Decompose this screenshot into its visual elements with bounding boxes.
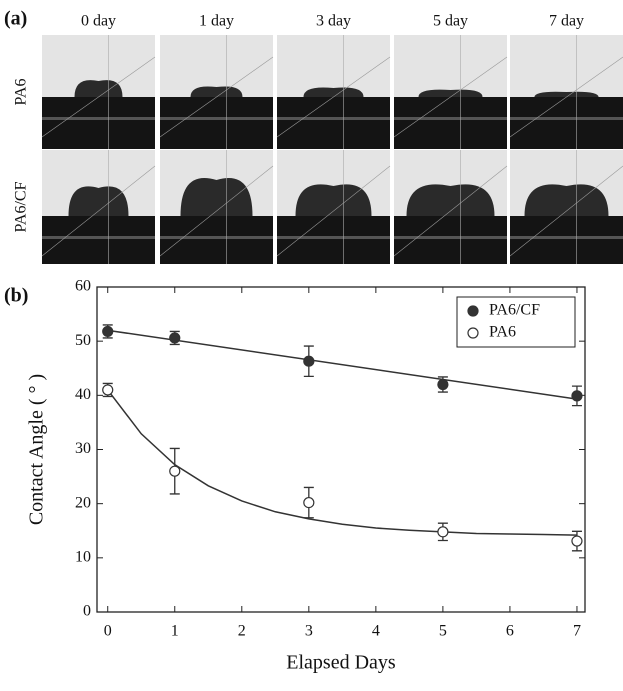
x-tick-label: 2 [238, 623, 246, 640]
column-label: 0 day [81, 13, 116, 30]
photo-band [42, 117, 155, 120]
row-label: PA6/CF [13, 181, 30, 232]
photo-band [394, 236, 507, 239]
x-tick-label: 4 [372, 623, 380, 640]
data-point [304, 498, 314, 508]
column-label: 3 day [316, 13, 351, 30]
legend-label: PA6/CF [489, 302, 540, 319]
photo-band [277, 236, 390, 239]
photo-substrate [394, 216, 507, 264]
column-label: 5 day [433, 13, 468, 30]
x-tick-label: 6 [506, 623, 514, 640]
y-tick-label: 0 [83, 603, 91, 620]
photo-band [42, 236, 155, 239]
fit-curve [108, 390, 577, 535]
photo-band [510, 236, 623, 239]
y-tick-label: 60 [75, 278, 91, 295]
photo-substrate [277, 216, 390, 264]
photo-substrate [160, 97, 273, 149]
x-tick-label: 5 [439, 623, 447, 640]
y-axis-label: Contact Angle ( ° ) [26, 374, 48, 525]
droplet [181, 178, 253, 216]
photo-band [277, 117, 390, 120]
photo-band [510, 117, 623, 120]
legend-label: PA6 [489, 324, 516, 341]
photo-substrate [510, 216, 623, 264]
droplet [304, 87, 364, 97]
photo-band [160, 236, 273, 239]
droplet [191, 86, 243, 97]
column-label: 1 day [199, 13, 234, 30]
data-point [438, 380, 448, 390]
x-tick-label: 1 [171, 623, 179, 640]
x-axis-label: Elapsed Days [286, 652, 396, 674]
x-tick-label: 7 [573, 623, 581, 640]
droplet [535, 92, 599, 97]
x-tick-label: 3 [305, 623, 313, 640]
data-point [170, 466, 180, 476]
y-tick-label: 40 [75, 386, 91, 403]
data-point [304, 356, 314, 366]
data-point [572, 536, 582, 546]
photo-substrate [277, 97, 390, 149]
row-label: PA6 [13, 79, 30, 106]
y-tick-label: 10 [75, 549, 91, 566]
droplet [69, 186, 129, 216]
y-tick-label: 50 [75, 332, 91, 349]
droplet [75, 80, 123, 97]
droplet [419, 90, 483, 97]
y-tick-label: 30 [75, 440, 91, 457]
panel-label: (a) [4, 8, 27, 30]
photo-band [394, 117, 507, 120]
photo-substrate [160, 216, 273, 264]
photo-substrate [394, 97, 507, 149]
photo-band [160, 117, 273, 120]
photo-substrate [42, 216, 155, 264]
legend-marker [468, 328, 478, 338]
data-point [103, 385, 113, 395]
data-point [170, 333, 180, 343]
photo-substrate [510, 97, 623, 149]
y-tick-label: 20 [75, 494, 91, 511]
photo-substrate [42, 97, 155, 149]
data-point [438, 527, 448, 537]
legend-marker [468, 306, 478, 316]
x-tick-label: 0 [104, 623, 112, 640]
column-label: 7 day [549, 13, 584, 30]
data-point [572, 391, 582, 401]
data-point [103, 326, 113, 336]
panel-label: (b) [4, 285, 28, 307]
